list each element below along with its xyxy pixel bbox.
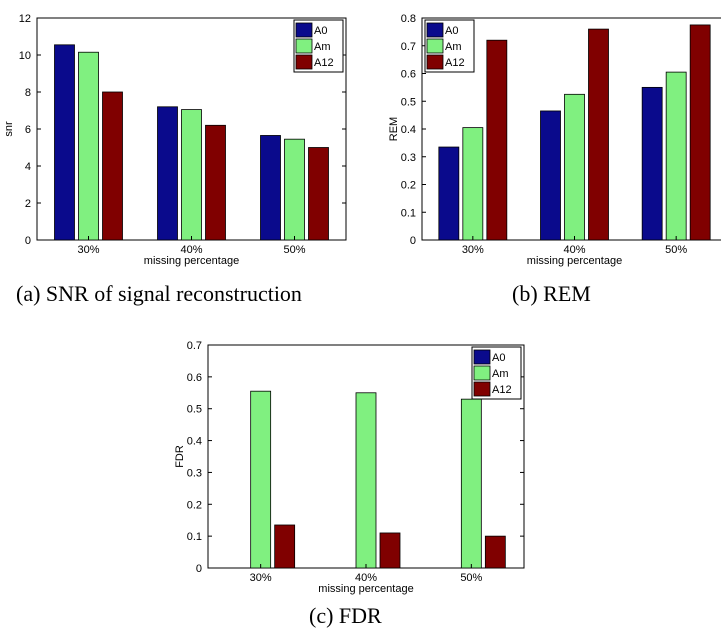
legend-swatch-a12 — [473, 381, 491, 397]
y-tick-label: 0.4 — [401, 124, 416, 136]
x-tick-label: 30% — [250, 572, 272, 584]
y-tick-label: 10 — [19, 50, 31, 62]
x-axis-label: missing percentage — [527, 255, 622, 267]
bar-a12-1 — [205, 124, 226, 241]
bar-a12-1 — [379, 532, 401, 569]
y-tick-label: 12 — [19, 13, 31, 25]
rem-bar-chart: 0 0.1 0.2 0.3 0.4 0.5 0.6 0.7 0.8 30% 40% 50% missin… — [388, 13, 721, 267]
bar-a0-0 — [438, 146, 460, 241]
y-tick-label: 0.7 — [187, 340, 202, 352]
bar-a0-0 — [54, 44, 75, 241]
bar-a12-1 — [588, 28, 609, 241]
x-axis-label: missing percentage — [318, 583, 413, 595]
y-tick-label: 0.8 — [401, 13, 416, 25]
y-tick-label: 0.6 — [401, 69, 416, 81]
bar-a12-0 — [486, 39, 508, 241]
y-tick-label: 0.1 — [401, 207, 416, 219]
y-tick-label: 0.5 — [187, 404, 202, 416]
y-tick-label: 0.3 — [187, 467, 202, 479]
x-tick-label: 50% — [665, 244, 687, 256]
legend-label-a12: A12 — [314, 57, 334, 69]
legend-swatch-am — [473, 365, 491, 381]
y-tick-label: 0.2 — [401, 180, 416, 192]
legend-swatch-a0 — [473, 349, 491, 365]
y-tick-label: 0.6 — [187, 372, 202, 384]
x-tick-label: 30% — [77, 244, 99, 256]
legend-swatch-a12 — [295, 54, 313, 70]
x-tick-label: 40% — [563, 244, 585, 256]
bar-am-0 — [462, 127, 484, 241]
bar-a0-1 — [540, 110, 561, 241]
y-tick-label: 0 — [196, 563, 202, 575]
legend-label-a0: A0 — [445, 25, 458, 37]
y-tick-label: 8 — [25, 87, 31, 99]
legend-label-am: Am — [445, 41, 462, 53]
bar-am-2 — [284, 138, 305, 241]
y-tick-label: 0.5 — [401, 96, 416, 108]
caption-b: (b) REM — [512, 281, 591, 306]
bar-am-1 — [355, 392, 377, 569]
y-tick-label: 0.1 — [187, 531, 202, 543]
legend-label-a12: A12 — [445, 57, 465, 69]
caption-c: (c) FDR — [309, 603, 382, 628]
legend-label-a12: A12 — [492, 384, 512, 396]
legend-swatch-a0 — [295, 22, 313, 38]
bar-am-2 — [460, 398, 482, 569]
bar-am-0 — [78, 51, 99, 241]
legend: A0 Am A12 — [293, 19, 344, 73]
y-tick-label: 0.4 — [187, 436, 202, 448]
bar-am-2 — [665, 71, 687, 241]
bar-a0-2 — [260, 135, 281, 241]
x-tick-label: 40% — [355, 572, 377, 584]
y-tick-label: 2 — [25, 198, 31, 210]
legend-swatch-am — [426, 38, 444, 54]
legend-label-am: Am — [314, 41, 331, 53]
y-tick-label: 0 — [410, 235, 416, 247]
x-axis-label: missing percentage — [144, 255, 239, 267]
bar-a12-0 — [274, 524, 296, 569]
y-tick-label: 6 — [25, 124, 31, 136]
legend-swatch-a0 — [426, 22, 444, 38]
x-tick-label: 50% — [283, 244, 305, 256]
bar-am-0 — [250, 390, 272, 569]
bar-am-1 — [181, 109, 202, 241]
bar-am-1 — [564, 93, 585, 241]
y-tick-label: 0.2 — [187, 499, 202, 511]
caption-a: (a) SNR of signal reconstruction — [16, 281, 302, 306]
y-tick-label: 4 — [25, 161, 31, 173]
legend-swatch-am — [295, 38, 313, 54]
fdr-bar-chart: 0 0.1 0.2 0.3 0.4 0.5 0.6 0.7 30% 40% 50% missing p… — [174, 340, 525, 595]
y-tick-label: 0.3 — [401, 152, 416, 164]
bar-a12-2 — [308, 147, 329, 241]
y-tick-label: 0 — [25, 235, 31, 247]
legend-swatch-a12 — [426, 54, 444, 70]
legend: A0 Am A12 — [424, 19, 475, 73]
snr-bar-chart: 0 2 4 6 8 10 12 30% 40% 50% missing percentage snr A… — [3, 13, 347, 267]
y-axis-label: FDR — [174, 445, 186, 468]
y-tick-label: 0.7 — [401, 41, 416, 53]
x-tick-label: 50% — [460, 572, 482, 584]
legend-label-am: Am — [492, 368, 509, 380]
bar-a0-1 — [157, 106, 178, 241]
y-axis-label: snr — [3, 121, 15, 137]
bar-a0-2 — [641, 86, 663, 241]
bar-a12-0 — [102, 91, 123, 241]
x-tick-label: 30% — [462, 244, 484, 256]
bar-a12-2 — [689, 24, 711, 241]
legend: A0 Am A12 — [471, 346, 522, 400]
legend-label-a0: A0 — [492, 352, 505, 364]
y-axis-label: REM — [388, 117, 400, 141]
x-tick-label: 40% — [180, 244, 202, 256]
bar-a12-2 — [484, 535, 506, 569]
legend-label-a0: A0 — [314, 25, 327, 37]
